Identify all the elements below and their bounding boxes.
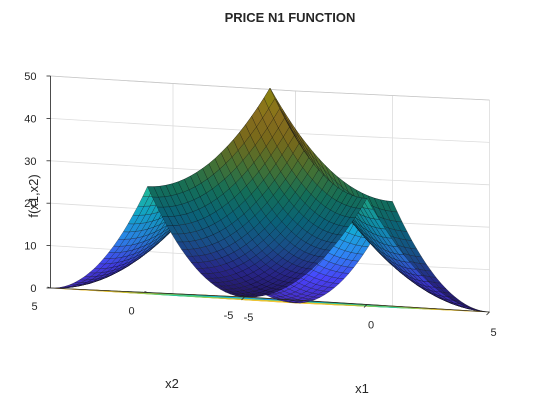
x-tick-mark (363, 304, 368, 308)
x-tick-label: 5 (490, 327, 496, 339)
surface-mesh (50, 87, 490, 313)
x-tick-mark (241, 296, 245, 301)
z-tick-label: 20 (24, 198, 36, 210)
y-axis-label: x2 (165, 376, 179, 391)
x-axis-label: x1 (355, 381, 369, 396)
x-tick-label: -5 (244, 312, 254, 324)
box-top-edge (50, 75, 490, 101)
z-tick-label: 10 (24, 241, 36, 253)
y-tick-label: 5 (31, 301, 37, 313)
x-tick-label: 0 (368, 320, 374, 332)
y-tick-mark (241, 295, 245, 298)
z-tick-label: 0 (30, 283, 36, 295)
z-tick-label: 30 (24, 156, 36, 168)
y-tick-label: -5 (224, 310, 234, 322)
x-tick-mark (486, 311, 490, 316)
z-axis-label: f(x1,x2) (26, 174, 41, 217)
z-tick-label: 40 (24, 113, 36, 125)
y-tick-label: 0 (128, 306, 134, 318)
chart-title: PRICE N1 FUNCTION (225, 10, 356, 25)
y-tick-mark (144, 291, 148, 293)
z-tick-label: 50 (24, 71, 36, 83)
